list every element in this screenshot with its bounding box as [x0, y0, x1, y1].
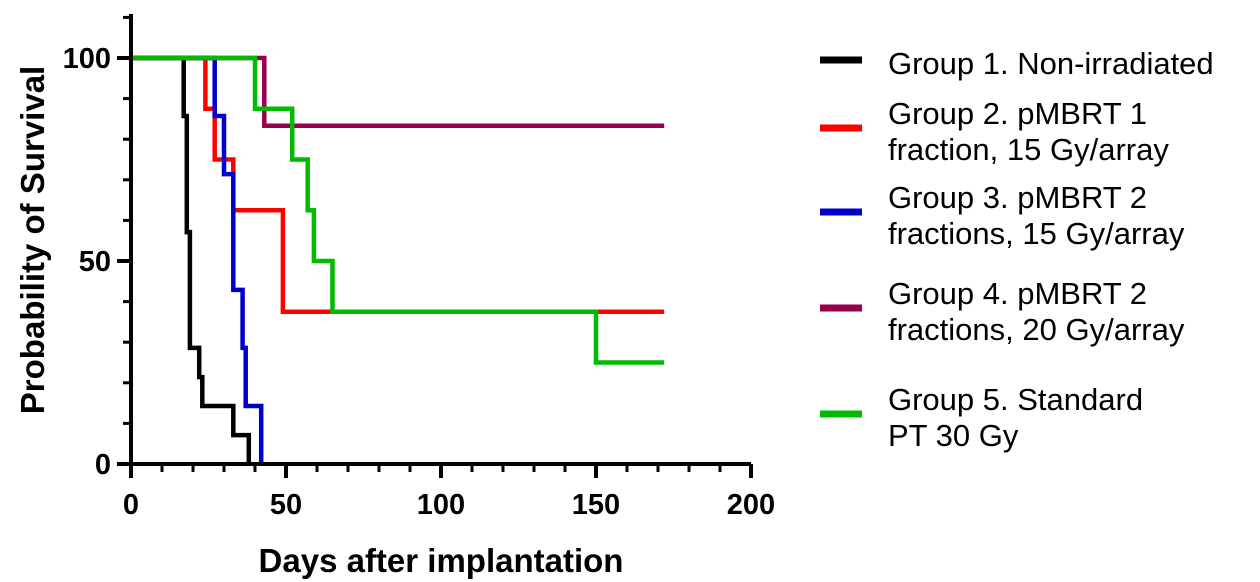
legend-label-4: Group 4. pMBRT 2	[888, 276, 1147, 311]
y-tick-label: 100	[63, 43, 111, 75]
series-line-4	[131, 55, 665, 129]
x-tick-label: 0	[123, 489, 139, 521]
legend-label-5: Group 5. Standard	[888, 382, 1143, 417]
x-tick-label: 100	[417, 489, 465, 521]
legend-label-1: Group 1. Non-irradiated	[888, 46, 1214, 81]
legend-label-3: fractions, 15 Gy/array	[888, 216, 1185, 251]
legend-label-4: fractions, 20 Gy/array	[888, 312, 1185, 347]
x-tick-label: 150	[572, 489, 620, 521]
series-line-3	[131, 55, 264, 464]
legend-label-2: Group 2. pMBRT 1	[888, 96, 1147, 131]
y-tick-label: 50	[79, 246, 111, 278]
axes: 0 50 100 0 50 100 150 200	[63, 14, 775, 521]
x-tick-label: 200	[727, 489, 775, 521]
series-layer	[131, 55, 665, 464]
legend-label-2: fraction, 15 Gy/array	[888, 132, 1169, 167]
y-axis-title: Probability of Survival	[14, 66, 51, 414]
series-line-2	[131, 55, 665, 314]
series-line-5	[131, 55, 665, 365]
legend-label-5: PT 30 Gy	[888, 418, 1019, 453]
y-tick-label: 0	[95, 449, 111, 481]
legend-label-3: Group 3. pMBRT 2	[888, 180, 1147, 215]
x-axis-title: Days after implantation	[259, 542, 624, 579]
x-tick-label: 50	[270, 489, 302, 521]
series-line-1	[131, 55, 252, 464]
